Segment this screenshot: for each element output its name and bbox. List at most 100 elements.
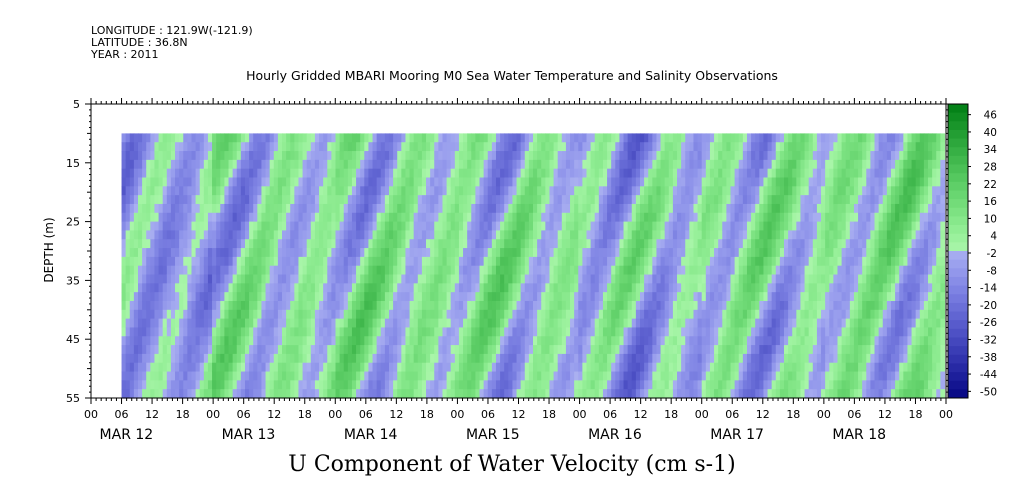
heatmap-cell xyxy=(384,283,390,293)
heatmap-cell xyxy=(310,274,316,284)
heatmap-cell xyxy=(578,168,583,179)
heatmap-cell xyxy=(578,336,583,346)
heatmap-cell xyxy=(232,345,238,355)
heatmap-cell xyxy=(175,239,180,249)
heatmap-cell xyxy=(331,380,337,390)
heatmap-cell xyxy=(294,186,300,196)
heatmap-cell xyxy=(788,327,793,337)
heatmap-cell xyxy=(541,159,546,170)
heatmap-cell xyxy=(705,248,711,258)
heatmap-cell xyxy=(401,353,407,364)
heatmap-cell xyxy=(438,133,444,143)
heatmap-cell xyxy=(537,142,542,152)
heatmap-cell xyxy=(730,318,736,329)
heatmap-cell xyxy=(763,142,769,152)
heatmap-cell xyxy=(463,283,468,293)
heatmap-cell xyxy=(545,142,551,152)
heatmap-cell xyxy=(351,345,357,355)
heatmap-cell xyxy=(368,248,374,258)
heatmap-cell xyxy=(479,274,485,284)
heatmap-cell xyxy=(520,151,526,161)
heatmap-cell xyxy=(150,292,156,302)
heatmap-cell xyxy=(635,300,641,311)
heatmap-cell xyxy=(323,318,328,329)
heatmap-cell xyxy=(660,336,666,346)
heatmap-cell xyxy=(162,327,168,337)
heatmap-cell xyxy=(570,230,575,240)
heatmap-cell xyxy=(430,230,435,240)
heatmap-cell xyxy=(273,318,279,329)
heatmap-cell xyxy=(327,389,332,399)
heatmap-cell xyxy=(199,345,205,355)
heatmap-cell xyxy=(244,274,250,284)
heatmap-cell xyxy=(175,177,180,187)
heatmap-cell xyxy=(528,203,534,214)
heatmap-cell xyxy=(228,327,234,337)
heatmap-cell xyxy=(405,265,411,276)
heatmap-cell xyxy=(179,256,184,267)
heatmap-cell xyxy=(442,292,448,302)
heatmap-cell xyxy=(574,318,579,329)
heatmap-cell xyxy=(508,256,514,267)
heatmap-cell xyxy=(368,345,374,355)
heatmap-cell xyxy=(512,283,518,293)
heatmap-cell xyxy=(195,274,201,284)
heatmap-cell xyxy=(656,256,662,267)
heatmap-cell xyxy=(183,345,188,355)
heatmap-cell xyxy=(701,309,707,320)
heatmap-cell xyxy=(162,336,168,346)
heatmap-cell xyxy=(335,151,341,161)
heatmap-cell xyxy=(142,283,147,293)
heatmap-cell xyxy=(635,292,641,302)
heatmap-cell xyxy=(746,133,752,143)
heatmap-cell xyxy=(635,195,641,205)
heatmap-cell xyxy=(689,142,695,152)
heatmap-cell xyxy=(734,327,740,337)
heatmap-cell xyxy=(582,159,588,170)
heatmap-cell xyxy=(685,248,690,258)
heatmap-cell xyxy=(755,274,760,284)
heatmap-cell xyxy=(685,327,690,337)
heatmap-cell xyxy=(249,353,254,364)
heatmap-cell xyxy=(537,371,542,381)
heatmap-cell xyxy=(796,168,802,179)
heatmap-cell xyxy=(557,380,563,390)
heatmap-cell xyxy=(463,177,468,187)
heatmap-cell xyxy=(310,380,316,390)
heatmap-cell xyxy=(166,239,172,249)
heatmap-cell xyxy=(446,248,452,258)
heatmap-cell xyxy=(162,389,168,399)
heatmap-cell xyxy=(401,151,407,161)
heatmap-cell xyxy=(734,265,740,276)
heatmap-cell xyxy=(709,177,715,187)
heatmap-cell xyxy=(771,186,777,196)
heatmap-cell xyxy=(491,256,497,267)
heatmap-cell xyxy=(380,300,386,311)
heatmap-cell xyxy=(623,212,629,223)
heatmap-cell xyxy=(767,300,773,311)
heatmap-cell xyxy=(314,283,320,293)
heatmap-cell xyxy=(343,265,349,276)
heatmap-cell xyxy=(220,168,225,179)
heatmap-cell xyxy=(796,142,802,152)
heatmap-cell xyxy=(195,212,201,223)
heatmap-cell xyxy=(199,177,205,187)
heatmap-cell xyxy=(212,336,217,346)
heatmap-cell xyxy=(656,265,662,276)
heatmap-cell xyxy=(796,345,802,355)
heatmap-cell xyxy=(290,362,295,373)
heatmap-cell xyxy=(767,177,773,187)
heatmap-cell xyxy=(347,221,353,232)
heatmap-cell xyxy=(319,353,324,364)
heatmap-cell xyxy=(401,292,407,302)
heatmap-cell xyxy=(627,151,633,161)
heatmap-cell xyxy=(183,230,188,240)
heatmap-cell xyxy=(360,353,365,364)
heatmap-cell xyxy=(290,230,295,240)
heatmap-cell xyxy=(154,327,160,337)
heatmap-cell xyxy=(388,389,394,399)
heatmap-cell xyxy=(479,256,485,267)
heatmap-cell xyxy=(759,265,765,276)
heatmap-cell xyxy=(463,309,468,320)
heatmap-cell xyxy=(269,371,275,381)
